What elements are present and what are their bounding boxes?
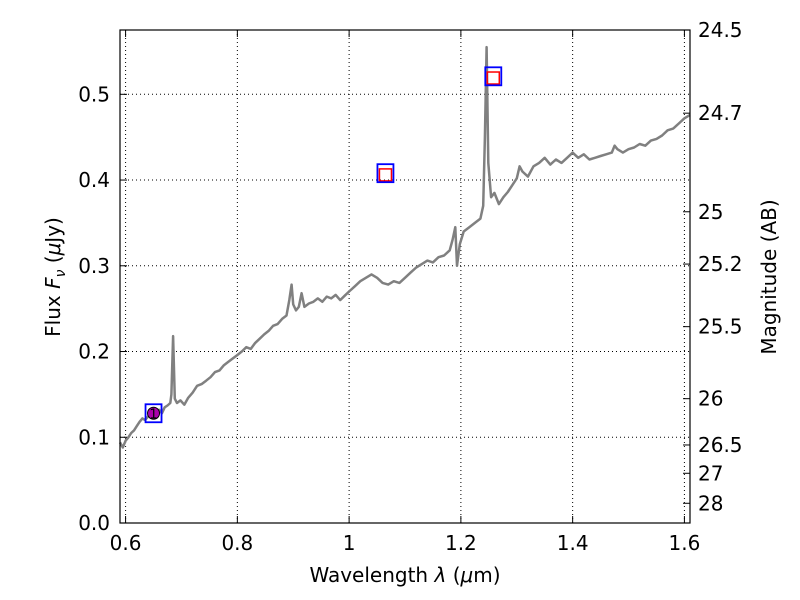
- right-tick-label: 25.5: [698, 315, 743, 339]
- model-point-square: [486, 71, 501, 85]
- y-axis-label-unit-rest: Jy): [41, 217, 65, 245]
- y-tick-label: 0.5: [78, 82, 110, 106]
- x-axis-label-unit-open: (: [453, 563, 461, 587]
- right-tick-label: 26: [698, 387, 723, 411]
- spectrum-line: [118, 45, 691, 449]
- plot-frame: [119, 29, 691, 524]
- y-axis-label-unit-open: (: [41, 255, 65, 263]
- marker-circle: [147, 406, 161, 420]
- series-layer: [118, 45, 691, 449]
- y-axis-label: Flux Fν (μJy): [41, 217, 69, 337]
- right-tick-label: 24.7: [698, 101, 743, 125]
- right-tick-label: 28: [698, 491, 723, 515]
- right-tick-label: 26.5: [698, 433, 743, 457]
- right-tick-label: 25: [698, 200, 723, 224]
- x-axis-label: Wavelength λ (μm): [309, 563, 500, 587]
- x-axis-label-var: λ: [433, 563, 446, 587]
- x-tick-label: 1.6: [669, 531, 701, 555]
- tick-labels-layer: 0.6 0.8 1 1.2 1.4 1.6 0.0 0.1 0.2 0.3 0.4 0.5 24.5 24…: [78, 18, 742, 555]
- y-tick-label: 0.2: [78, 340, 110, 364]
- model-point-square: [378, 168, 393, 182]
- photometry-square: [144, 403, 163, 424]
- x-axis-label-unit-mu: μ: [460, 563, 474, 587]
- photometry-square: [376, 163, 395, 184]
- markers-layer: 1: [144, 66, 503, 424]
- y-axis-label-unit-mu: μ: [41, 243, 65, 257]
- right-axis-label: Magnitude (AB): [757, 199, 781, 354]
- x-axis-label-pre: Wavelength: [309, 563, 428, 587]
- right-tick-label: 24.5: [698, 18, 743, 42]
- y-tick-label: 0.0: [78, 511, 110, 535]
- x-tick-label: 1.2: [445, 531, 477, 555]
- y-tick-label: 0.3: [78, 254, 110, 278]
- x-tick-label: 0.8: [221, 531, 253, 555]
- x-axis-label-unit-rest: m): [473, 563, 500, 587]
- photometry-square: [484, 66, 503, 87]
- y-tick-label: 0.4: [78, 168, 110, 192]
- marker-circle-label: 1: [149, 407, 157, 422]
- right-tick-label: 25.2: [698, 252, 743, 276]
- x-tick-label: 1.4: [557, 531, 589, 555]
- ticks-layer: [120, 29, 690, 524]
- y-axis-label-sub: ν: [53, 269, 69, 277]
- y-tick-label: 0.1: [78, 425, 110, 449]
- y-axis-label-var: F: [41, 277, 65, 289]
- x-tick-label: 0.6: [110, 531, 142, 555]
- y-axis-label-pre: Flux: [41, 295, 65, 337]
- right-tick-label: 27: [698, 461, 723, 485]
- x-tick-label: 1: [343, 531, 356, 555]
- grid-lines: [120, 30, 690, 523]
